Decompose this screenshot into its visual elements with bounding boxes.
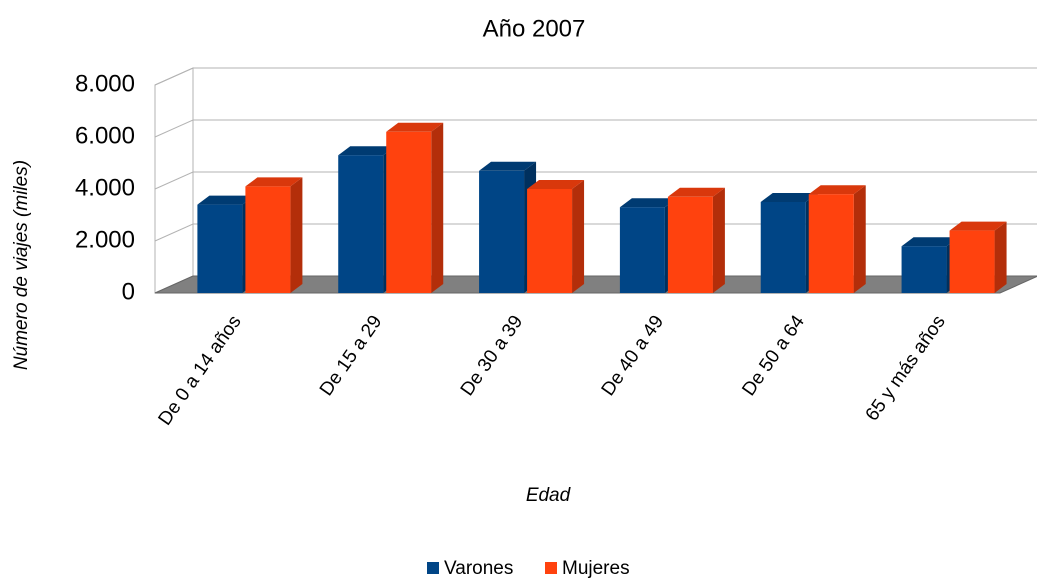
bar-top bbox=[619, 198, 677, 208]
bar-front bbox=[527, 189, 573, 293]
chart-title: Año 2007 bbox=[483, 15, 586, 42]
legend-swatch bbox=[545, 562, 557, 574]
bar bbox=[527, 180, 585, 293]
bar-side bbox=[712, 187, 725, 293]
y-tick-label: 6.000 bbox=[75, 122, 135, 149]
x-axis-title: Edad bbox=[526, 485, 572, 506]
grid-line bbox=[154, 67, 1037, 86]
bar-front bbox=[479, 170, 525, 293]
bar-top bbox=[197, 195, 255, 205]
bar-top bbox=[808, 185, 866, 195]
legend-label: Varones bbox=[444, 558, 513, 579]
bar-front bbox=[245, 186, 291, 293]
bar-front bbox=[901, 246, 947, 293]
bar-front bbox=[808, 194, 854, 293]
bar-top bbox=[245, 177, 303, 187]
bar bbox=[949, 221, 1007, 293]
bar-front bbox=[386, 131, 432, 293]
x-tick-label: De 50 a 64 bbox=[738, 311, 809, 400]
bar-top bbox=[667, 187, 725, 197]
bar-top bbox=[760, 193, 818, 202]
legend-label: Mujeres bbox=[562, 558, 630, 579]
bar-top bbox=[527, 180, 585, 189]
x-tick-label: De 40 a 49 bbox=[598, 312, 669, 400]
bar-front bbox=[667, 196, 713, 293]
bar-top bbox=[479, 161, 537, 171]
bar bbox=[808, 185, 866, 293]
bar bbox=[386, 122, 444, 293]
grid-line bbox=[154, 171, 1037, 190]
grid-line bbox=[154, 223, 1037, 242]
x-tick-label: De 30 a 39 bbox=[457, 312, 528, 400]
y-axis-title: Número de viajes (miles) bbox=[11, 160, 32, 370]
bar-side bbox=[853, 185, 866, 293]
y-tick-label: 0 bbox=[122, 278, 135, 305]
bar-side bbox=[431, 122, 444, 293]
bar-top bbox=[386, 122, 444, 132]
bar-side bbox=[572, 180, 585, 293]
x-tick-label: 65 y más años bbox=[862, 312, 950, 425]
bar bbox=[245, 177, 303, 293]
bar-front bbox=[338, 155, 384, 293]
bar bbox=[667, 187, 725, 293]
bar-side bbox=[994, 221, 1007, 293]
bar-side bbox=[290, 177, 303, 293]
legend-swatch bbox=[427, 562, 439, 574]
x-tick-label: De 15 a 29 bbox=[316, 312, 387, 400]
bar-top bbox=[901, 237, 959, 247]
bar-top bbox=[949, 221, 1007, 231]
bar-front bbox=[949, 230, 995, 293]
x-tick-label: De 0 a 14 años bbox=[154, 312, 245, 430]
bar-front bbox=[197, 204, 243, 293]
y-tick-label: 4.000 bbox=[75, 174, 135, 201]
y-tick-label: 8.000 bbox=[75, 70, 135, 97]
grid-line bbox=[154, 119, 1037, 138]
bar-front bbox=[760, 202, 806, 293]
y-tick-label: 2.000 bbox=[75, 226, 135, 253]
bar-top bbox=[338, 146, 396, 156]
bar-front bbox=[619, 207, 665, 293]
